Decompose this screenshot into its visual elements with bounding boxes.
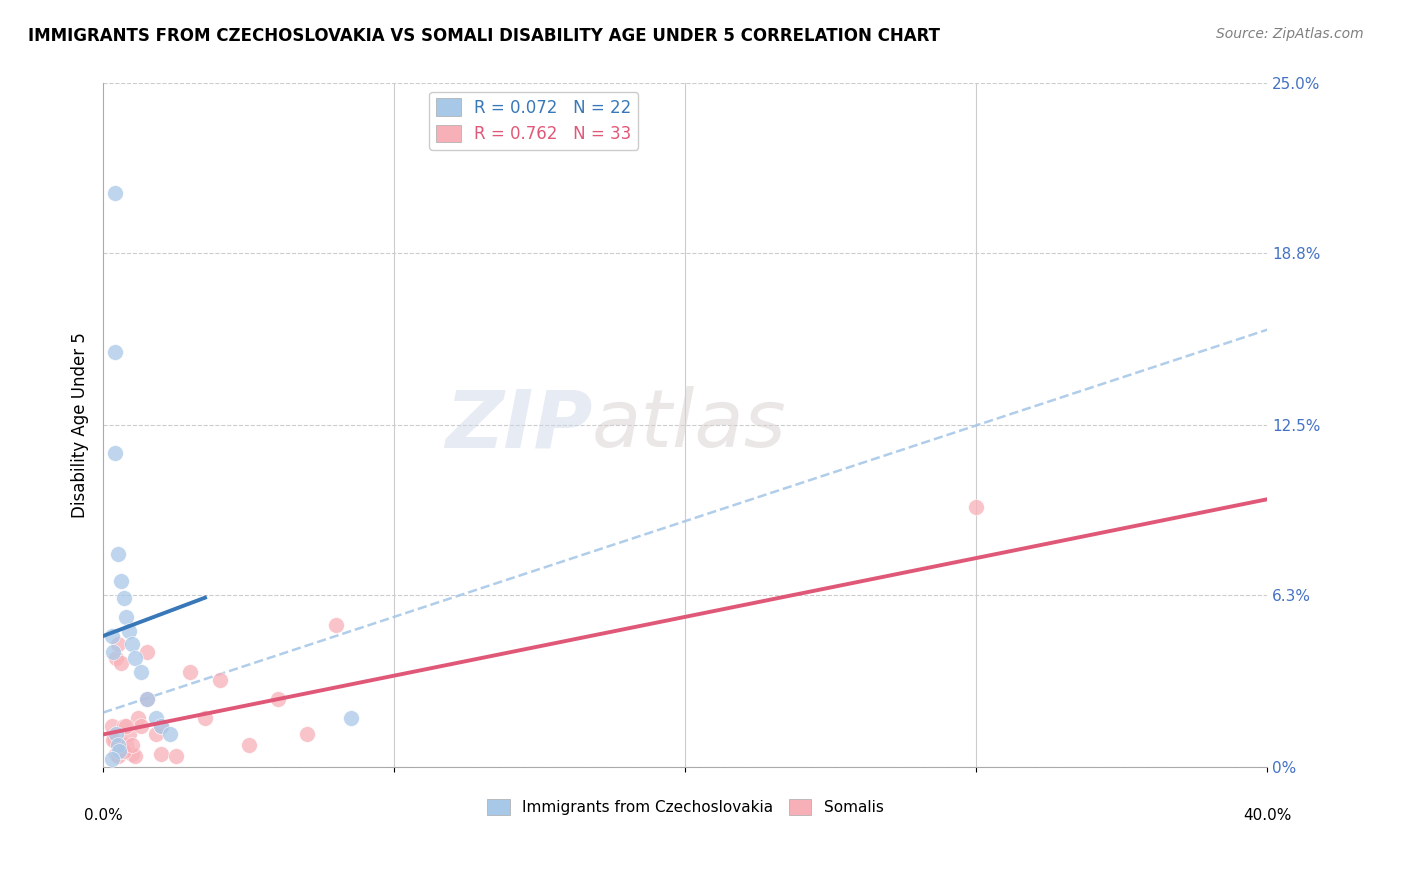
Point [135, 645, 157, 659]
Text: atlas: atlas [592, 386, 787, 465]
Point [129, 665, 152, 679]
Point [238, 739, 260, 753]
Point [101, 719, 124, 733]
Point [107, 547, 129, 561]
Point [110, 744, 132, 758]
Point [121, 747, 143, 761]
Point [145, 727, 167, 741]
Point [339, 711, 361, 725]
Point [267, 692, 290, 706]
Text: 0.0%: 0.0% [84, 808, 122, 823]
Point [104, 446, 127, 460]
Point [135, 692, 157, 706]
Y-axis label: Disability Age Under 5: Disability Age Under 5 [72, 333, 89, 518]
Point [135, 692, 157, 706]
Point [115, 719, 138, 733]
Point [104, 186, 127, 200]
Text: 40.0%: 40.0% [1243, 808, 1292, 823]
Point [107, 739, 129, 753]
Point [127, 711, 149, 725]
Point [115, 610, 138, 624]
Point [124, 651, 146, 665]
Point [101, 752, 124, 766]
Point [112, 591, 135, 605]
Point [179, 665, 201, 679]
Point [121, 637, 143, 651]
Point [118, 727, 141, 741]
Text: Source: ZipAtlas.com: Source: ZipAtlas.com [1216, 27, 1364, 41]
Point [105, 727, 128, 741]
Point [159, 727, 181, 741]
Point [104, 344, 127, 359]
Point [112, 719, 135, 733]
Point [105, 747, 128, 761]
Point [121, 739, 143, 753]
Point [108, 744, 131, 758]
Point [129, 719, 152, 733]
Point [150, 747, 173, 761]
Legend: Immigrants from Czechoslovakia, Somalis: Immigrants from Czechoslovakia, Somalis [481, 793, 890, 822]
Point [110, 574, 132, 589]
Point [104, 733, 127, 747]
Point [103, 733, 125, 747]
Point [103, 645, 125, 659]
Text: ZIP: ZIP [444, 386, 592, 465]
Point [118, 624, 141, 638]
Point [112, 744, 135, 758]
Point [194, 711, 217, 725]
Point [107, 749, 129, 764]
Point [107, 637, 129, 651]
Point [165, 749, 187, 764]
Point [105, 651, 128, 665]
Text: IMMIGRANTS FROM CZECHOSLOVAKIA VS SOMALI DISABILITY AGE UNDER 5 CORRELATION CHAR: IMMIGRANTS FROM CZECHOSLOVAKIA VS SOMALI… [28, 27, 941, 45]
Point [145, 711, 167, 725]
Point [295, 727, 318, 741]
Point [208, 673, 231, 687]
Point [101, 629, 124, 643]
Point [150, 719, 173, 733]
Point [325, 618, 347, 632]
Point [110, 657, 132, 671]
Point [124, 749, 146, 764]
Point [965, 500, 987, 515]
Point [115, 739, 138, 753]
Point [150, 719, 173, 733]
